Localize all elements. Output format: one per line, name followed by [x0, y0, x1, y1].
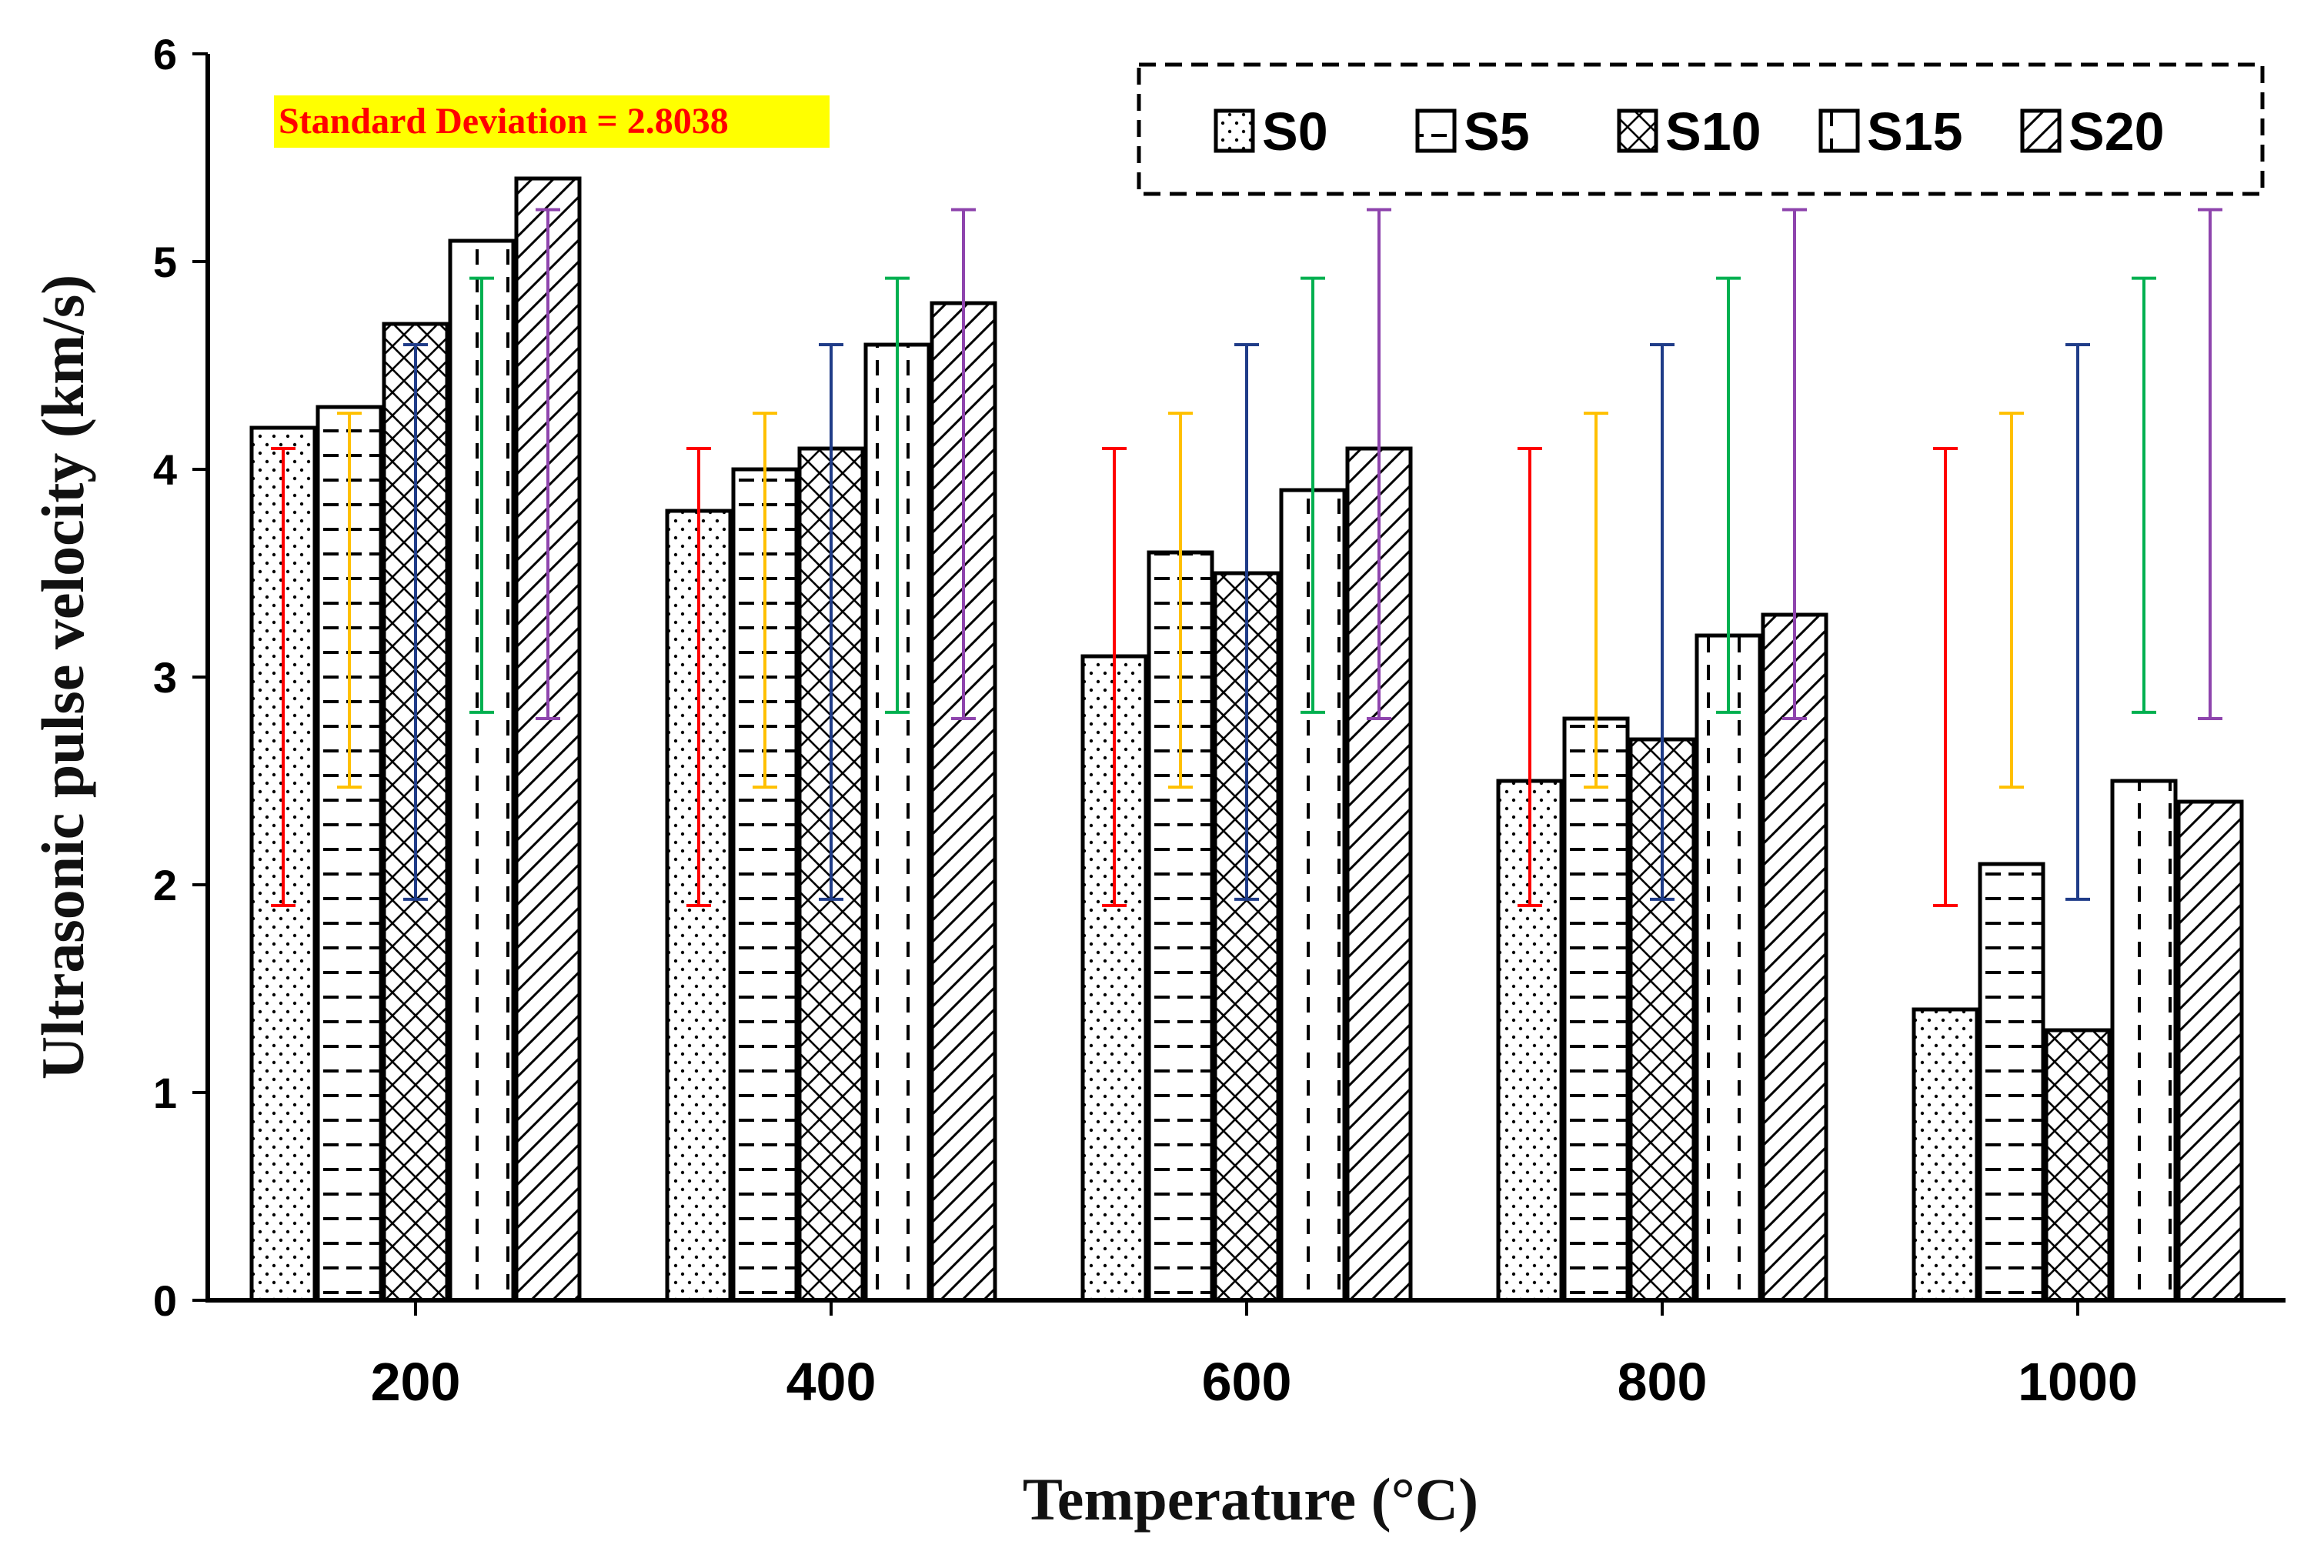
- axes-layer: [192, 52, 2286, 1316]
- error-bar-s0-800: [1518, 447, 1542, 907]
- error-bar-s10-1000: [2065, 343, 2090, 901]
- error-bar-s5-200: [337, 412, 362, 789]
- y-tick-label: 6: [153, 30, 177, 78]
- y-axis-title: Ultrasonic pulse velocity (km/s): [29, 275, 96, 1079]
- legend-label-s10: S10: [1665, 102, 1761, 162]
- tick-labels-layer: 0 1 2 3 4 5 6 200 400 600 800 1000: [153, 30, 2138, 1412]
- legend-swatch-s10: [1617, 108, 1658, 153]
- legend-frame: [1137, 62, 2265, 196]
- error-bar-s5-600: [1168, 412, 1193, 789]
- error-bar-s15-600: [1301, 276, 1325, 714]
- error-bar-s15-200: [469, 276, 494, 714]
- error-bar-s0-600: [1102, 447, 1127, 907]
- bar-s5-800: [1562, 716, 1630, 1300]
- bar-s15-800: [1695, 633, 1762, 1300]
- bar-s5-1000: [1978, 862, 2045, 1300]
- legend-label-s15: S15: [1867, 102, 1963, 162]
- legend-label-s0: S0: [1262, 102, 1328, 162]
- y-tick-label: 1: [153, 1069, 177, 1117]
- y-tick-label: 3: [153, 653, 177, 702]
- error-bar-s10-600: [1234, 343, 1259, 901]
- error-bar-s0-200: [271, 447, 296, 907]
- y-tick-label: 5: [153, 238, 177, 286]
- legend-swatch-s20: [2020, 108, 2062, 153]
- bar-s0-1000: [1912, 1007, 1979, 1300]
- error-bar-s0-1000: [1933, 447, 1958, 907]
- error-bar-s10-200: [403, 343, 428, 901]
- bar-s15-1000: [2110, 779, 2178, 1300]
- legend-label-s5: S5: [1464, 102, 1530, 162]
- error-bar-s10-800: [1650, 343, 1675, 901]
- bar-s10-800: [1628, 737, 1696, 1300]
- legend-swatch-s15: [1818, 108, 1860, 153]
- error-bar-s20-1000: [2198, 208, 2222, 720]
- error-bar-s10-400: [819, 343, 843, 901]
- x-axis-title: Temperature (°C): [1023, 1466, 1478, 1533]
- error-bar-s0-400: [686, 447, 711, 907]
- bar-s20-800: [1761, 612, 1828, 1300]
- x-tick-label: 600: [1202, 1352, 1292, 1412]
- bar-s20-1000: [2176, 799, 2244, 1300]
- error-bar-s20-400: [951, 208, 976, 720]
- annotation-text: Standard Deviation = 2.8038: [279, 101, 729, 142]
- x-tick-label: 400: [786, 1352, 877, 1412]
- error-bar-s20-200: [536, 208, 560, 720]
- error-bar-s15-1000: [2132, 276, 2156, 714]
- annotation-box: Standard Deviation = 2.8038: [274, 95, 830, 148]
- legend-label-s20: S20: [2069, 102, 2165, 162]
- legend-swatch-s0: [1214, 108, 1255, 153]
- legend-items: S0 S5 S10 S15 S20: [1214, 102, 2165, 162]
- error-bars-layer: [271, 208, 2222, 907]
- y-tick-label: 4: [153, 445, 177, 494]
- error-bar-s5-1000: [1999, 412, 2024, 789]
- error-bar-s5-400: [753, 412, 777, 789]
- y-tick-label: 0: [153, 1276, 177, 1325]
- x-tick-label: 1000: [2018, 1352, 2138, 1412]
- error-bar-s20-800: [1782, 208, 1807, 720]
- legend-swatch-s5: [1415, 108, 1457, 153]
- legend: S0 S5 S10 S15 S20: [1137, 62, 2265, 196]
- error-bar-s15-400: [885, 276, 910, 714]
- error-bar-s15-800: [1716, 276, 1741, 714]
- annotation-highlight: [274, 95, 830, 148]
- bar-s10-1000: [2044, 1028, 2112, 1300]
- x-tick-label: 800: [1618, 1352, 1708, 1412]
- x-tick-label: 200: [371, 1352, 461, 1412]
- error-bar-s5-800: [1584, 412, 1608, 789]
- y-tick-label: 2: [153, 861, 177, 909]
- error-bar-s20-600: [1367, 208, 1391, 720]
